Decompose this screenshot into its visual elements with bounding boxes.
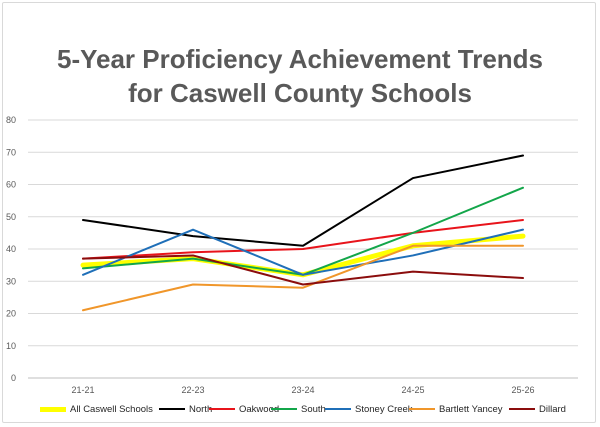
y-tick-label: 60 [6,180,16,190]
legend-label: Dillard [539,403,566,415]
legend-label: Oakwood [239,403,280,415]
legend-item: All Caswell Schools [40,402,153,416]
series-line-stoney-creek [82,228,524,276]
y-tick-label: 30 [6,276,16,286]
x-tick-label: 23-24 [291,385,314,395]
chart-title-line1: 5-Year Proficiency Achievement Trends [56,44,544,74]
y-tick-label: 40 [6,244,16,254]
x-tick-label: 21-21 [71,385,94,395]
chart-title-line2: for Caswell County Schools [128,78,472,108]
legend-label: North [189,403,213,415]
legend-label: Stoney Creek [355,403,413,415]
series-line-north [82,154,524,247]
y-tick-label: 0 [11,373,16,383]
legend-swatch [209,408,235,410]
legend-item: Stoney Creek [325,402,413,416]
series-line-oakwood [82,218,524,260]
legend-swatch [159,408,185,410]
y-tick-label: 70 [6,147,16,157]
x-tick-label: 22-23 [181,385,204,395]
series-line-south [82,186,524,276]
legend-item: Oakwood [209,402,279,416]
legend-swatch [325,408,351,410]
y-tick-label: 80 [6,115,16,125]
legend-swatch [40,406,66,412]
legend-swatch [409,408,435,410]
legend-item: North [159,402,212,416]
legend-item: Bartlett Yancey [409,402,503,416]
y-tick-label: 50 [6,212,16,222]
legend-label: All Caswell Schools [70,403,153,415]
legend-label: Bartlett Yancey [439,403,503,415]
series-line-dillard [82,254,524,286]
y-tick-label: 20 [6,309,16,319]
legend-label: South [301,403,326,415]
legend-swatch [271,408,297,410]
x-tick-label: 24-25 [401,385,424,395]
x-tick-label: 25-26 [511,385,534,395]
legend-item: South [271,402,326,416]
legend-swatch [509,408,535,410]
y-tick-label: 10 [6,341,16,351]
series-line-bartlett-yancey [82,244,524,312]
chart-legend: All Caswell Schools North Oakwood South Ston… [0,402,600,416]
legend-item: Dillard [509,402,566,416]
chart-frame [2,2,596,423]
